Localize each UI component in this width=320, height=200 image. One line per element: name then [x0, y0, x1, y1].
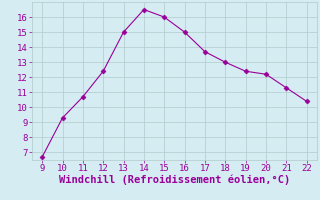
X-axis label: Windchill (Refroidissement éolien,°C): Windchill (Refroidissement éolien,°C) [59, 175, 290, 185]
